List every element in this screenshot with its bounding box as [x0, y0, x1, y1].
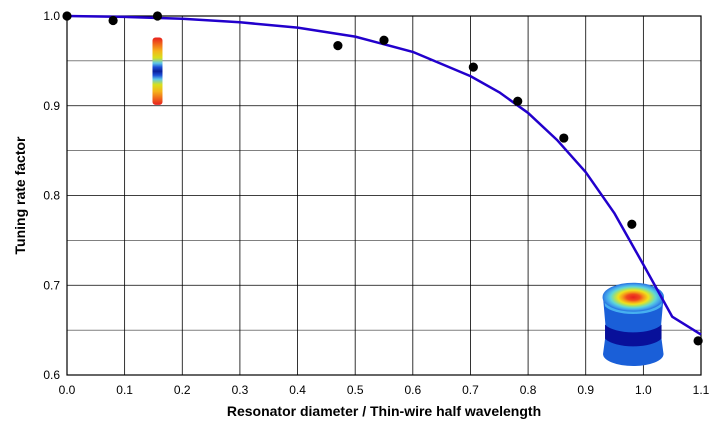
y-axis-title: Tuning rate factor	[12, 136, 28, 255]
data-point	[379, 35, 389, 45]
x-axis-title: Resonator diameter / Thin-wire half wave…	[227, 403, 541, 419]
y-tick-label: 0.7	[43, 278, 60, 292]
cylinder-field-map	[602, 282, 665, 367]
thin-wire-field-map	[152, 37, 163, 105]
data-point	[333, 41, 343, 51]
x-tick-label: 0.2	[174, 383, 191, 397]
data-point	[513, 96, 523, 106]
series-line	[66, 14, 702, 336]
plot-border	[66, 15, 702, 376]
data-point	[627, 219, 637, 229]
data-point	[559, 133, 569, 143]
y-tick-label: 1.0	[43, 9, 60, 23]
data-point	[62, 11, 72, 21]
data-point	[108, 15, 118, 26]
x-tick-label: 0.4	[289, 383, 306, 397]
x-tick-label: 0.0	[59, 383, 76, 397]
x-tick-label: 0.7	[462, 383, 479, 397]
measured-points	[62, 11, 703, 346]
data-point	[468, 62, 478, 72]
x-tick-label: 0.3	[232, 383, 249, 397]
x-tick-label: 0.1	[116, 383, 133, 397]
x-tick-label: 1.1	[693, 383, 710, 397]
y-tick-label: 0.6	[43, 368, 60, 382]
fitted-curve	[66, 14, 702, 336]
x-tick-labels: 0.0 0.1 0.2 0.3 0.4 0.5 0.6 0.7 0.8 0.9 1.0 1.1	[59, 383, 710, 397]
y-tick-labels: 0.6 0.7 0.8 0.9 1.0	[43, 9, 60, 382]
data-point	[152, 11, 163, 21]
x-tick-label: 0.8	[520, 383, 537, 397]
x-tick-label: 0.9	[577, 383, 594, 397]
plot-frame	[66, 15, 702, 376]
data-point	[693, 336, 703, 346]
x-tick-label: 0.6	[404, 383, 421, 397]
y-tick-label: 0.9	[43, 99, 60, 113]
x-tick-label: 0.5	[347, 383, 364, 397]
y-tick-label: 0.8	[43, 189, 60, 203]
x-tick-label: 1.0	[635, 383, 652, 397]
